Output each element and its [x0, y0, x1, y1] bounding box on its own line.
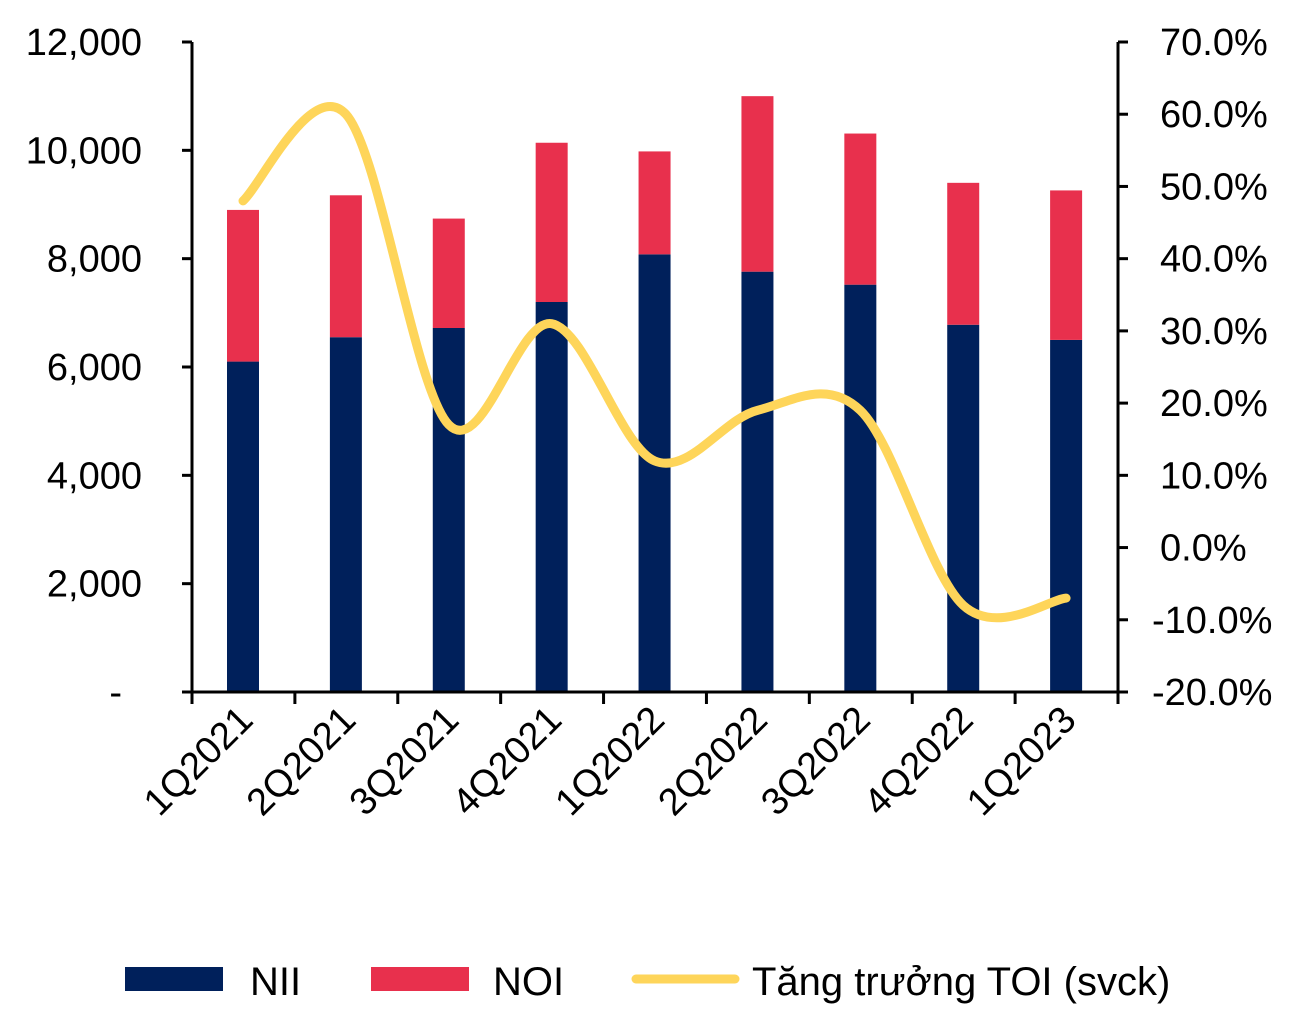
bar-noi — [1050, 190, 1083, 340]
bar-nii — [329, 337, 362, 692]
right-tick-label: -20.0% — [1152, 672, 1272, 714]
x-axis-labels: 1Q20212Q20213Q20214Q20211Q20222Q20223Q20… — [136, 699, 1084, 824]
bar-nii — [638, 254, 671, 693]
bar-nii — [844, 284, 877, 692]
right-tick-label: -10.0% — [1152, 600, 1272, 642]
legend: NII NOI Tăng trưởng TOI (svck) — [125, 960, 1170, 1004]
left-tick-label: 4,000 — [47, 455, 142, 497]
legend-swatch-nii — [125, 967, 223, 991]
legend-label-noi: NOI — [493, 960, 564, 1004]
bar-noi — [329, 195, 362, 338]
bar-noi — [535, 142, 568, 302]
bar-nii — [741, 271, 774, 692]
right-tick-label: 60.0% — [1160, 94, 1268, 136]
growth-line — [238, 102, 1071, 623]
left-tick-label: 10,000 — [26, 130, 142, 172]
bar-series — [227, 96, 1083, 693]
x-tick-label: 1Q2023 — [959, 699, 1084, 824]
right-tick-label: 50.0% — [1160, 166, 1268, 208]
right-tick-label: 40.0% — [1160, 239, 1268, 281]
x-tick-label: 3Q2022 — [753, 699, 878, 824]
left-tick-label: 8,000 — [47, 239, 142, 281]
right-axis-ticks: -20.0% -10.0% 0.0% 10.0% 20.0% 30.0% 40.0% 50.0… — [1118, 22, 1272, 714]
left-tick-label: 12,000 — [26, 22, 142, 64]
legend-swatch-noi — [371, 967, 469, 991]
bar-noi — [432, 218, 465, 328]
bar-noi — [741, 96, 774, 272]
bar-nii — [432, 328, 465, 692]
x-tick-label: 1Q2022 — [548, 699, 673, 824]
right-tick-label: 30.0% — [1160, 311, 1268, 353]
bar-nii — [1050, 339, 1083, 692]
x-tick-label: 3Q2021 — [342, 699, 467, 824]
left-axis-ticks: - 2,000 4,000 6,000 8,000 10,000 12,000 — [26, 22, 192, 714]
bar-noi — [638, 151, 671, 255]
right-tick-label: 70.0% — [1160, 22, 1268, 64]
bar-noi — [844, 133, 877, 285]
x-tick-label: 2Q2021 — [239, 699, 364, 824]
legend-label-growth: Tăng trưởng TOI (svck) — [752, 960, 1170, 1004]
left-tick-label: 2,000 — [47, 564, 142, 606]
growth-line-series — [238, 102, 1071, 623]
bar-noi — [227, 209, 259, 362]
right-tick-label: 20.0% — [1160, 383, 1268, 425]
left-tick-label: - — [109, 672, 122, 714]
x-tick-label: 4Q2022 — [856, 699, 981, 824]
bar-noi — [947, 182, 980, 325]
x-tick-label: 1Q2021 — [136, 699, 261, 824]
right-tick-label: 0.0% — [1160, 528, 1247, 570]
x-tick-label: 2Q2022 — [650, 699, 775, 824]
axes — [190, 42, 1120, 694]
bar-nii — [535, 302, 568, 692]
right-tick-label: 10.0% — [1160, 455, 1268, 497]
legend-label-nii: NII — [250, 960, 301, 1004]
bar-nii — [947, 324, 980, 692]
x-tick-label: 4Q2021 — [445, 699, 570, 824]
left-tick-label: 6,000 — [47, 347, 142, 389]
x-axis-ticks — [190, 692, 1120, 704]
bar-nii — [227, 361, 259, 692]
